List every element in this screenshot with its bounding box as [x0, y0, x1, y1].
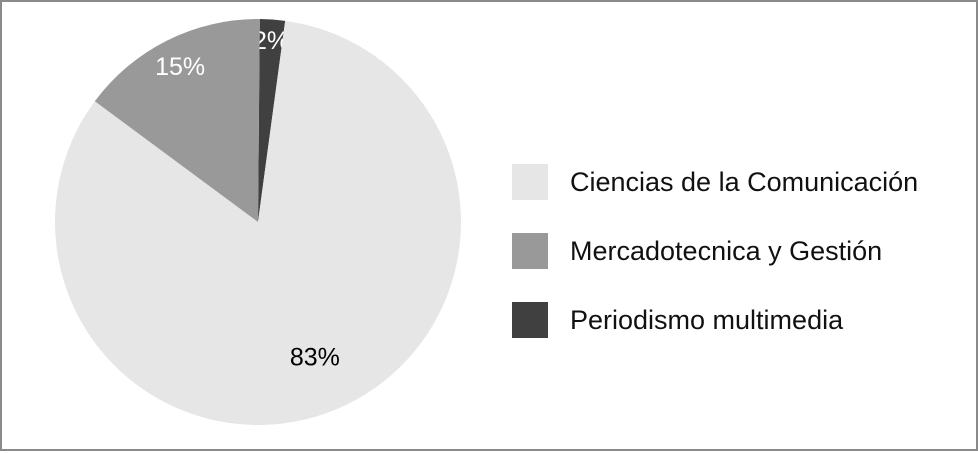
legend-swatch-ciencias [512, 164, 548, 200]
slice-label-ciencias: 83% [290, 344, 340, 372]
legend-swatch-periodismo [512, 302, 548, 338]
slice-label-mercadotecnica: 15% [155, 53, 205, 81]
pie-slice-ciencias [54, 20, 462, 425]
legend-label-periodismo: Periodismo multimedia [570, 305, 844, 335]
legend-swatch-mercadotecnica [512, 233, 548, 269]
pie-slice-periodismo [258, 19, 286, 222]
pie-slice-mercadotecnica [94, 18, 260, 223]
legend-label-ciencias: Ciencias de la Comunicación [570, 167, 919, 197]
legend-label-mercadotecnica: Mercadotecnica y Gestión [570, 236, 883, 266]
